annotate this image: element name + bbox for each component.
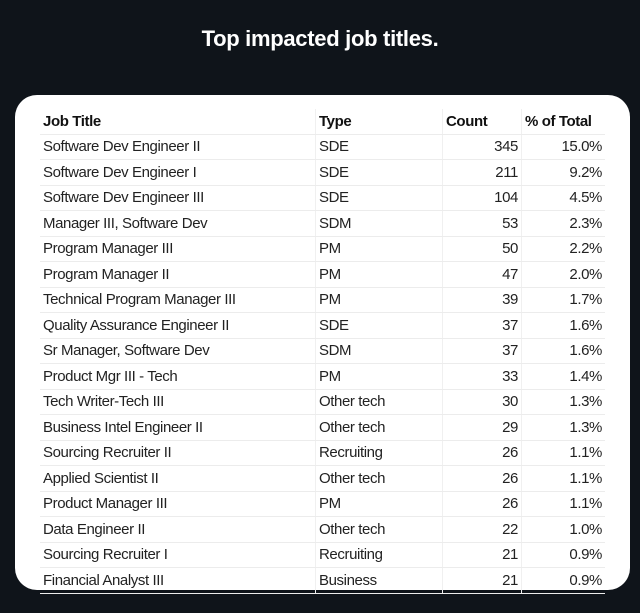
pct-total-cell: 1.1%: [521, 491, 605, 517]
table-row: Product Manager III PM 26 1.1%: [40, 491, 605, 517]
job-title-cell: Manager III, Software Dev: [40, 210, 316, 237]
job-title-cell: Business Intel Engineer II: [40, 414, 316, 441]
pct-total-cell: 1.7%: [521, 287, 605, 313]
type-cell: SDM: [315, 338, 443, 364]
pct-total-cell: 0.9%: [521, 567, 605, 594]
table-row: Business Intel Engineer II Other tech 29 1.…: [40, 414, 605, 441]
job-title-cell: Tech Writer-Tech III: [40, 389, 316, 415]
type-cell: SDE: [315, 312, 443, 339]
job-title-cell: Data Engineer II: [40, 516, 316, 543]
table-card: Job Title Type Count % of Total Software…: [15, 95, 630, 594]
table-row: Sr Manager, Software Dev SDM 37 1.6%: [40, 338, 605, 364]
job-title-cell: Quality Assurance Engineer II: [40, 312, 316, 339]
header-count: Count: [442, 109, 522, 135]
table-row: Software Dev Engineer I SDE 211 9.2%: [40, 159, 605, 186]
count-cell: 37: [442, 312, 522, 339]
table-row: Manager III, Software Dev SDM 53 2.3%: [40, 210, 605, 237]
job-title-cell: Technical Program Manager III: [40, 287, 316, 313]
count-cell: 26: [442, 465, 522, 492]
table-row: Financial Analyst III Business 21 0.9%: [40, 567, 605, 594]
table-row: Tech Writer-Tech III Other tech 30 1.3%: [40, 389, 605, 415]
type-cell: SDE: [315, 159, 443, 186]
job-title-cell: Product Manager III: [40, 491, 316, 517]
pct-total-cell: 1.1%: [521, 465, 605, 492]
job-title-cell: Applied Scientist II: [40, 465, 316, 492]
type-cell: Other tech: [315, 465, 443, 492]
count-cell: 29: [442, 414, 522, 441]
type-cell: Other tech: [315, 414, 443, 441]
pct-total-cell: 9.2%: [521, 159, 605, 186]
pct-total-cell: 2.2%: [521, 236, 605, 262]
job-title-cell: Software Dev Engineer II: [40, 134, 316, 160]
pct-total-cell: 1.0%: [521, 516, 605, 543]
table-row: Program Manager III PM 50 2.2%: [40, 236, 605, 262]
pct-total-cell: 1.1%: [521, 440, 605, 466]
table-row: Applied Scientist II Other tech 26 1.1%: [40, 465, 605, 492]
pct-total-cell: 2.0%: [521, 261, 605, 288]
pct-total-cell: 2.3%: [521, 210, 605, 237]
count-cell: 104: [442, 185, 522, 211]
table-row: Technical Program Manager III PM 39 1.7%: [40, 287, 605, 313]
type-cell: SDE: [315, 134, 443, 160]
table-row: Product Mgr III - Tech PM 33 1.4%: [40, 363, 605, 390]
pct-total-cell: 1.6%: [521, 312, 605, 339]
count-cell: 37: [442, 338, 522, 364]
count-cell: 50: [442, 236, 522, 262]
table-row: Quality Assurance Engineer II SDE 37 1.6%: [40, 312, 605, 339]
table-row: Sourcing Recruiter II Recruiting 26 1.1%: [40, 440, 605, 466]
job-title-cell: Product Mgr III - Tech: [40, 363, 316, 390]
type-cell: Other tech: [315, 389, 443, 415]
header-type: Type: [315, 109, 443, 135]
type-cell: PM: [315, 236, 443, 262]
table-row: Program Manager II PM 47 2.0%: [40, 261, 605, 288]
table-row: Software Dev Engineer III SDE 104 4.5%: [40, 185, 605, 211]
pct-total-cell: 1.3%: [521, 389, 605, 415]
pct-total-cell: 0.9%: [521, 542, 605, 568]
header-row: Job Title Type Count % of Total: [40, 109, 605, 135]
count-cell: 21: [442, 567, 522, 594]
type-cell: Recruiting: [315, 440, 443, 466]
job-title-cell: Sourcing Recruiter I: [40, 542, 316, 568]
pct-total-cell: 1.4%: [521, 363, 605, 390]
count-cell: 211: [442, 159, 522, 186]
count-cell: 26: [442, 491, 522, 517]
table-row: Sourcing Recruiter I Recruiting 21 0.9%: [40, 542, 605, 568]
count-cell: 47: [442, 261, 522, 288]
count-cell: 22: [442, 516, 522, 543]
job-title-cell: Software Dev Engineer III: [40, 185, 316, 211]
count-cell: 345: [442, 134, 522, 160]
type-cell: PM: [315, 363, 443, 390]
table-row: Software Dev Engineer II SDE 345 15.0%: [40, 134, 605, 160]
page-title: Top impacted job titles.: [201, 26, 439, 51]
job-title-cell: Sr Manager, Software Dev: [40, 338, 316, 364]
job-title-cell: Program Manager III: [40, 236, 316, 262]
type-cell: PM: [315, 287, 443, 313]
type-cell: PM: [315, 261, 443, 288]
type-cell: Business: [315, 567, 443, 594]
pct-total-cell: 1.6%: [521, 338, 605, 364]
count-cell: 39: [442, 287, 522, 313]
count-cell: 33: [442, 363, 522, 390]
job-titles-table: Job Title Type Count % of Total Software…: [40, 109, 605, 594]
count-cell: 21: [442, 542, 522, 568]
table-row: Data Engineer II Other tech 22 1.0%: [40, 516, 605, 543]
type-cell: SDM: [315, 210, 443, 237]
type-cell: SDE: [315, 185, 443, 211]
type-cell: Recruiting: [315, 542, 443, 568]
type-cell: PM: [315, 491, 443, 517]
type-cell: Other tech: [315, 516, 443, 543]
job-title-cell: Financial Analyst III: [40, 567, 316, 594]
count-cell: 26: [442, 440, 522, 466]
pct-total-cell: 1.3%: [521, 414, 605, 441]
count-cell: 53: [442, 210, 522, 237]
job-title-cell: Program Manager II: [40, 261, 316, 288]
job-title-cell: Software Dev Engineer I: [40, 159, 316, 186]
header-job-title: Job Title: [40, 109, 316, 135]
pct-total-cell: 15.0%: [521, 134, 605, 160]
job-title-cell: Sourcing Recruiter II: [40, 440, 316, 466]
pct-total-cell: 4.5%: [521, 185, 605, 211]
count-cell: 30: [442, 389, 522, 415]
header-pct-total: % of Total: [521, 109, 605, 135]
